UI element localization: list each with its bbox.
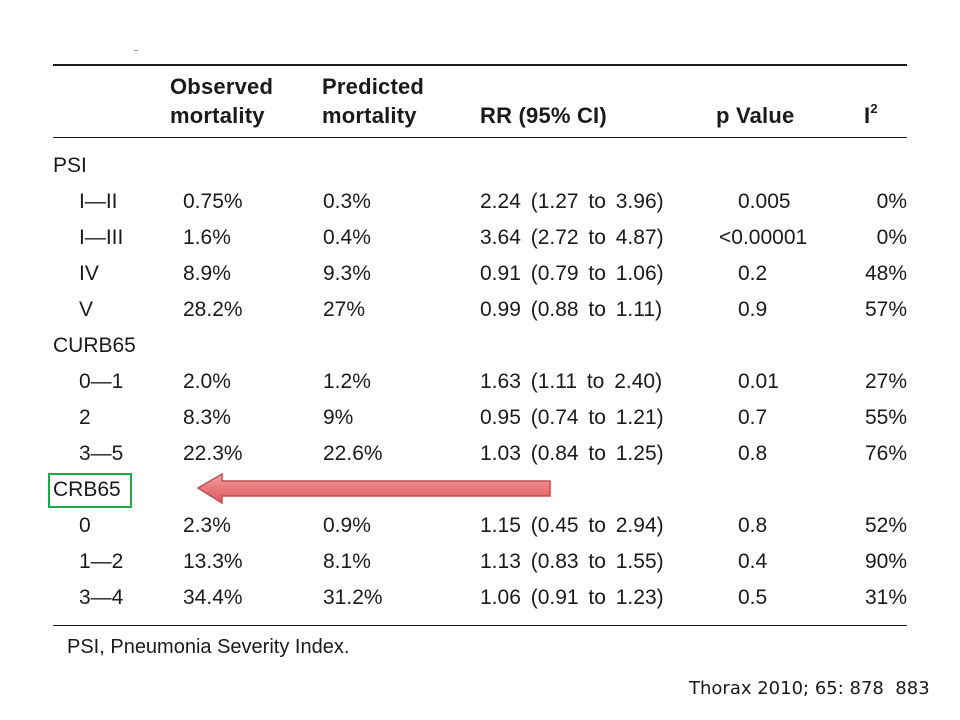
- table-row: 0 2.3% 0.9% 1.15 (0.45 to 2.94) 0.8 52%: [0, 508, 960, 544]
- table-row: I—II 0.75% 0.3% 2.24 (1.27 to 3.96) 0.005 0%: [0, 184, 960, 220]
- risk-class-cell: I—III: [79, 226, 124, 249]
- relative-risk-cell: 2.24 (1.27 to 3.96): [480, 190, 664, 213]
- i-squared-cell: 76%: [864, 442, 907, 465]
- group-row-crb65: CRB65: [0, 472, 960, 508]
- relative-risk-cell: 0.95 (0.74 to 1.21): [480, 406, 664, 429]
- header-observed-line2: mortality: [170, 103, 265, 128]
- risk-class-cell: 0—1: [79, 370, 124, 393]
- observed-mortality-cell: 8.3%: [183, 406, 231, 429]
- i-squared-cell: 57%: [864, 298, 907, 321]
- relative-risk-cell: 1.15 (0.45 to 2.94): [480, 514, 664, 537]
- p-value-cell: 0.5: [738, 586, 768, 609]
- p-value-cell: 0.01: [738, 370, 779, 393]
- header-observed: Observed mortality: [170, 72, 273, 130]
- table-row: 1—2 13.3% 8.1% 1.13 (0.83 to 1.55) 0.4 90%: [0, 544, 960, 580]
- i-squared-cell: 52%: [864, 514, 907, 537]
- p-value-cell: 0.7: [738, 406, 768, 429]
- p-value-cell: 0.9: [738, 298, 768, 321]
- risk-class-cell: 0: [79, 514, 91, 537]
- i-squared-cell: 48%: [864, 262, 907, 285]
- group-row-psi: PSI: [0, 148, 960, 184]
- table-bottom-rule: [53, 625, 907, 626]
- relative-risk-cell: 1.13 (0.83 to 1.55): [480, 550, 664, 573]
- header-rr: RR (95% CI): [480, 103, 607, 128]
- relative-risk-cell: 1.63 (1.11 to 2.40): [480, 370, 663, 393]
- citation: Thorax 2010; 65: 878 883: [689, 678, 930, 699]
- p-value-cell: 0.005: [738, 190, 791, 213]
- group-label: PSI: [53, 154, 87, 177]
- arrow-shape: [196, 472, 551, 505]
- predicted-mortality-cell: 9%: [323, 406, 354, 429]
- table-row: I—III 1.6% 0.4% 3.64 (2.72 to 4.87) <0.00001…: [0, 220, 960, 256]
- left-arrow-icon: [196, 472, 551, 505]
- table-row: 3—4 34.4% 31.2% 1.06 (0.91 to 1.23) 0.5 31%: [0, 580, 960, 616]
- observed-mortality-cell: 34.4%: [183, 586, 243, 609]
- relative-risk-cell: 3.64 (2.72 to 4.87): [480, 226, 664, 249]
- predicted-mortality-cell: 8.1%: [323, 550, 371, 573]
- relative-risk-cell: 1.03 (0.84 to 1.25): [480, 442, 664, 465]
- i-squared-cell: 27%: [864, 370, 907, 393]
- risk-class-cell: 3—5: [79, 442, 124, 465]
- observed-mortality-cell: 22.3%: [183, 442, 243, 465]
- predicted-mortality-cell: 31.2%: [323, 586, 383, 609]
- header-p-value: p Value: [716, 103, 795, 128]
- header-i-squared-base: I: [864, 103, 871, 128]
- i-squared-cell: 55%: [864, 406, 907, 429]
- observed-mortality-cell: 2.3%: [183, 514, 231, 537]
- p-value-cell: <0.00001: [719, 226, 808, 249]
- observed-mortality-cell: 1.6%: [183, 226, 231, 249]
- table-top-rule: [53, 64, 907, 66]
- risk-class-cell: 1—2: [79, 550, 124, 573]
- table-footnote: PSI, Pneumonia Severity Index.: [67, 636, 350, 658]
- observed-mortality-cell: 13.3%: [183, 550, 243, 573]
- predicted-mortality-cell: 27%: [323, 298, 366, 321]
- p-value-cell: 0.8: [738, 442, 768, 465]
- i-squared-cell: 0%: [876, 226, 907, 249]
- risk-class-cell: I—II: [79, 190, 118, 213]
- p-value-cell: 0.4: [738, 550, 768, 573]
- risk-class-cell: V: [79, 298, 94, 321]
- p-value-cell: 0.2: [738, 262, 768, 285]
- group-label: CURB65: [53, 334, 136, 357]
- table-row: IV 8.9% 9.3% 0.91 (0.79 to 1.06) 0.2 48%: [0, 256, 960, 292]
- relative-risk-cell: 0.99 (0.88 to 1.11): [480, 298, 663, 321]
- header-i-squared: I2: [864, 101, 878, 130]
- header-predicted: Predicted mortality: [322, 72, 424, 130]
- header-predicted-line1: Predicted: [322, 74, 425, 99]
- risk-class-cell: 3—4: [79, 586, 124, 609]
- predicted-mortality-cell: 22.6%: [323, 442, 383, 465]
- i-squared-cell: 90%: [864, 550, 907, 573]
- relative-risk-cell: 1.06 (0.91 to 1.23): [480, 586, 664, 609]
- predicted-mortality-cell: 9.3%: [323, 262, 371, 285]
- relative-risk-cell: 0.91 (0.79 to 1.06): [480, 262, 664, 285]
- i-squared-cell: 31%: [864, 586, 907, 609]
- group-label: CRB65: [53, 478, 121, 501]
- observed-mortality-cell: 28.2%: [183, 298, 243, 321]
- observed-mortality-cell: 2.0%: [183, 370, 231, 393]
- predicted-mortality-cell: 0.3%: [323, 190, 371, 213]
- crb65-highlight-box: [48, 473, 132, 508]
- table-row: 0—1 2.0% 1.2% 1.63 (1.11 to 2.40) 0.01 27%: [0, 364, 960, 400]
- scan-mark: [134, 50, 138, 51]
- observed-mortality-cell: 0.75%: [183, 190, 243, 213]
- risk-class-cell: IV: [79, 262, 99, 285]
- observed-mortality-cell: 8.9%: [183, 262, 231, 285]
- table-row: 3—5 22.3% 22.6% 1.03 (0.84 to 1.25) 0.8 76%: [0, 436, 960, 472]
- header-predicted-line2: mortality: [322, 103, 417, 128]
- p-value-cell: 0.8: [738, 514, 768, 537]
- predicted-mortality-cell: 0.9%: [323, 514, 371, 537]
- risk-class-cell: 2: [79, 406, 91, 429]
- predicted-mortality-cell: 1.2%: [323, 370, 371, 393]
- header-observed-line1: Observed: [170, 74, 274, 99]
- table-row: V 28.2% 27% 0.99 (0.88 to 1.11) 0.9 57%: [0, 292, 960, 328]
- header-i-squared-sup: 2: [870, 100, 878, 116]
- i-squared-cell: 0%: [876, 190, 907, 213]
- table-row: 2 8.3% 9% 0.95 (0.74 to 1.21) 0.7 55%: [0, 400, 960, 436]
- table-header-rule: [53, 137, 907, 138]
- group-row-curb65: CURB65: [0, 328, 960, 364]
- predicted-mortality-cell: 0.4%: [323, 226, 371, 249]
